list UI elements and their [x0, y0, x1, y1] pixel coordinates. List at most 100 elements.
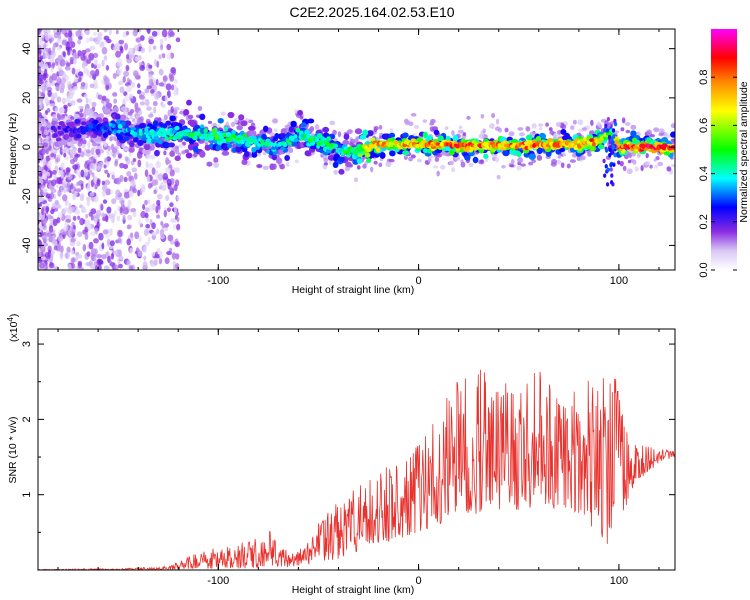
ridge-cell — [185, 129, 191, 133]
noise-cell — [88, 241, 94, 250]
halo-cell — [422, 119, 428, 123]
noise-cell — [127, 214, 133, 221]
halo-cell — [562, 152, 566, 157]
noise-cell — [176, 195, 180, 201]
noise-cell — [61, 39, 68, 46]
noise-cell — [95, 209, 102, 218]
noise-cell — [57, 54, 63, 61]
noise-cell — [154, 58, 157, 67]
noise-cell — [137, 189, 141, 197]
ridge-cell — [61, 124, 67, 129]
noise-cell — [96, 178, 101, 187]
noise-cell — [101, 79, 105, 85]
noise-cell — [134, 56, 140, 62]
halo-cell — [332, 129, 337, 136]
noise-cell — [124, 156, 129, 162]
halo-cell — [213, 162, 220, 168]
ridge-cell — [297, 109, 304, 116]
noise-cell — [140, 184, 146, 193]
halo-cell — [77, 141, 83, 147]
ridge-cell — [129, 140, 135, 148]
ridge-cell — [648, 144, 654, 149]
halo-cell — [137, 110, 143, 116]
noise-cell — [144, 241, 150, 247]
halo-cell — [663, 131, 668, 138]
ridge-cell — [103, 107, 110, 114]
halo-cell — [56, 154, 61, 158]
halo-cell — [103, 143, 108, 147]
ridge-cell — [150, 139, 156, 144]
noise-cell — [135, 37, 142, 43]
noise-cell — [65, 252, 69, 259]
noise-cell — [159, 38, 164, 46]
noise-cell — [160, 221, 164, 226]
noise-cell — [66, 49, 71, 56]
colorbar-tick-label: 0.0 — [698, 262, 710, 277]
noise-cell — [147, 236, 151, 244]
noise-cell — [175, 37, 181, 43]
noise-cell — [171, 252, 177, 260]
noise-cell — [130, 208, 137, 213]
ridge-cell — [528, 153, 536, 160]
spike-cell — [608, 147, 612, 152]
halo-cell — [520, 163, 526, 167]
ridge-cell — [199, 150, 206, 158]
noise-cell — [152, 100, 158, 107]
noise-cell — [156, 214, 161, 219]
noise-cell — [144, 88, 150, 94]
halo-cell — [444, 126, 449, 130]
noise-cell — [87, 141, 91, 149]
noise-cell — [60, 77, 67, 84]
noise-cell — [73, 77, 78, 83]
halo-cell — [531, 159, 536, 163]
ridge-cell — [536, 147, 543, 155]
ridge-cell — [186, 99, 192, 106]
halo-cell — [548, 127, 553, 132]
ridge-cell — [524, 141, 530, 147]
noise-cell — [54, 199, 59, 206]
ridge-cell — [261, 133, 267, 140]
noise-cell — [137, 251, 143, 258]
noise-cell — [125, 30, 130, 36]
noise-cell — [113, 210, 118, 216]
halo-cell — [468, 162, 474, 168]
noise-cell — [53, 245, 58, 251]
halo-cell — [212, 123, 218, 127]
noise-cell — [94, 68, 100, 77]
halo-cell — [43, 129, 48, 136]
ridge-cell — [591, 142, 596, 147]
noise-cell — [158, 68, 164, 76]
halo-cell — [630, 124, 637, 130]
ridge-cell — [304, 150, 312, 157]
ridge-cell — [231, 129, 236, 135]
ridge-cell — [343, 133, 350, 140]
ridge-cell — [346, 153, 352, 158]
noise-cell — [93, 238, 99, 244]
noise-cell — [113, 264, 119, 270]
noise-cell — [45, 251, 51, 259]
halo-cell — [323, 157, 329, 163]
ridge-cell — [379, 152, 386, 159]
halo-cell — [262, 151, 267, 156]
halo-cell — [561, 123, 567, 130]
halo-cell — [587, 153, 592, 157]
colorbar: 0.0 0.2 0.4 0.6 0.8 Normalized spectral ampl… — [698, 29, 750, 278]
noise-cell — [106, 38, 112, 44]
spike-cell — [603, 173, 607, 178]
ridge-cell — [138, 123, 146, 129]
ridge-cell — [169, 150, 176, 157]
halo-cell — [653, 158, 657, 162]
halo-cell — [163, 114, 168, 121]
ridge-cell — [483, 153, 489, 159]
ridge-cell — [199, 124, 205, 129]
snr-series-line — [38, 369, 675, 570]
halo-cell — [545, 122, 549, 127]
noise-cell — [63, 225, 69, 232]
ridge-cell — [169, 115, 176, 122]
halo-cell — [626, 168, 633, 175]
noise-cell — [89, 36, 93, 42]
halo-cell — [436, 170, 440, 177]
noise-cell — [155, 251, 158, 259]
noise-cell — [38, 90, 41, 97]
